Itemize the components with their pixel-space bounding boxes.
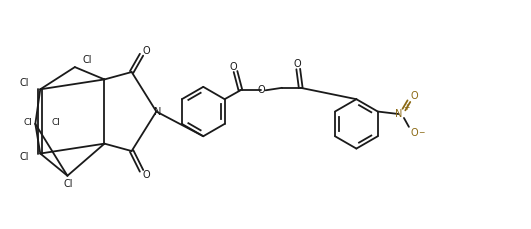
Text: −: −	[418, 128, 425, 137]
Text: O: O	[143, 46, 150, 56]
Text: Cl: Cl	[24, 118, 33, 127]
Text: O: O	[294, 59, 301, 69]
Text: Cl: Cl	[51, 118, 60, 127]
Text: O: O	[229, 62, 237, 72]
Text: Cl: Cl	[64, 179, 73, 189]
Text: +: +	[403, 103, 409, 112]
Text: O: O	[143, 170, 150, 180]
Text: Cl: Cl	[20, 153, 29, 162]
Text: O: O	[410, 128, 418, 138]
Text: N: N	[153, 106, 161, 117]
Text: Cl: Cl	[20, 78, 29, 88]
Text: Cl: Cl	[82, 55, 92, 65]
Text: N: N	[395, 109, 402, 119]
Text: O: O	[258, 85, 265, 95]
Text: O: O	[410, 91, 418, 101]
